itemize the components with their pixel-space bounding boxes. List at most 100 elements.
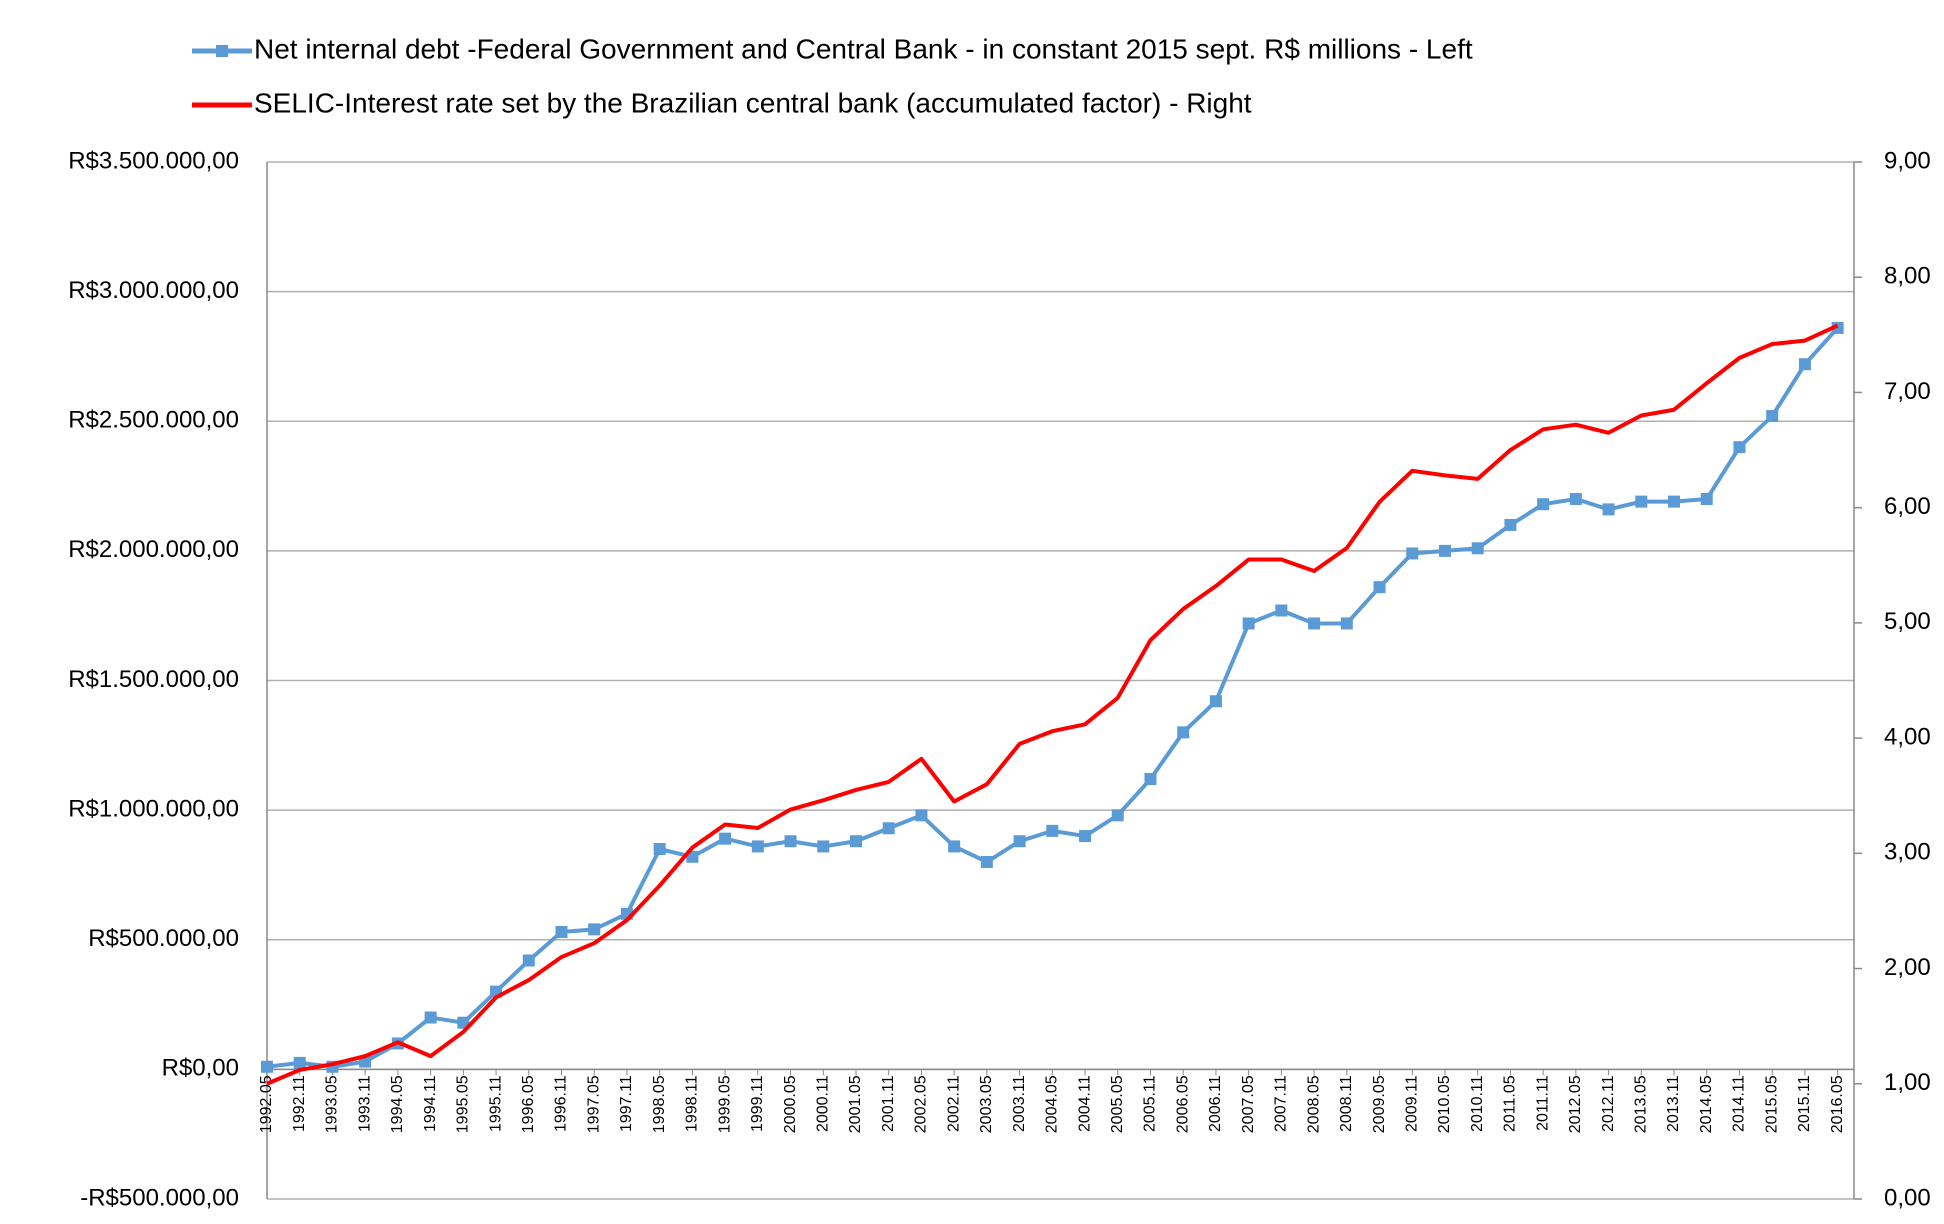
x-tick-label: 2004.11 [1076,1075,1093,1132]
y2-tick-label: 6,00 [1884,493,1931,520]
x-tick-label: 1997.05 [585,1075,602,1133]
y2-tick-label: 4,00 [1884,723,1931,750]
x-tick-label: 2000.05 [782,1075,799,1133]
marker [719,832,732,845]
marker [948,840,961,853]
marker [1406,547,1419,560]
x-tick-label: 2013.05 [1633,1075,1650,1133]
marker [1013,835,1026,848]
x-tick-label: 2011.05 [1502,1075,1519,1132]
x-tick-label: 1994.05 [389,1075,406,1133]
x-tick-label: 1995.11 [487,1075,504,1132]
marker [1308,617,1321,630]
marker [1046,824,1059,837]
marker [849,835,862,848]
x-tick-label: 1999.11 [749,1075,766,1132]
x-tick-label: 2001.11 [880,1075,897,1132]
marker [1373,581,1386,594]
y2-tick-label: 5,00 [1884,608,1931,635]
marker [261,1060,273,1073]
x-tick-label: 1998.05 [651,1075,668,1133]
x-tick-label: 1996.05 [520,1075,537,1133]
marker [1111,809,1124,822]
x-tick-label: 2001.05 [847,1075,864,1133]
marker [555,925,568,938]
x-tick-label: 2012.05 [1567,1075,1584,1133]
marker [882,822,895,835]
x-tick-label: 2016.05 [1829,1075,1846,1133]
marker [1602,503,1615,516]
y2-tick-label: 9,00 [1884,147,1931,174]
legend-label: Net internal debt -Federal Government an… [254,33,1473,64]
x-tick-label: 2003.05 [978,1075,995,1133]
x-tick-label: 2003.11 [1011,1075,1028,1132]
x-tick-label: 2015.11 [1796,1075,1813,1132]
x-tick-label: 1994.11 [422,1075,439,1132]
series-line [266,326,1840,1069]
x-tick-label: 1995.05 [455,1075,472,1133]
x-tick-label: 2006.11 [1207,1075,1224,1132]
marker [1209,695,1222,708]
marker [1668,495,1681,508]
legend-label: SELIC-Interest rate set by the Brazilian… [254,87,1252,118]
x-tick-label: 1993.11 [356,1075,373,1132]
x-tick-label: 2002.11 [945,1075,962,1132]
x-tick-label: 2009.11 [1403,1075,1420,1132]
marker [1569,493,1582,506]
marker [1798,358,1811,371]
marker [1177,726,1190,739]
series-line [266,323,1839,1086]
x-tick-label: 1999.05 [716,1075,733,1133]
y2-tick-label: 2,00 [1884,954,1931,981]
marker [1471,542,1484,555]
marker [1733,441,1746,454]
x-tick-label: 2010.05 [1436,1075,1453,1133]
y-tick-label: -R$500.000,00 [80,1184,239,1211]
y-tick-label: R$2.500.000,00 [68,407,239,434]
marker [980,855,993,868]
marker [751,840,764,853]
marker [424,1011,437,1024]
x-tick-label: 1992.05 [258,1075,275,1133]
marker [784,835,797,848]
y2-tick-label: 0,00 [1884,1184,1931,1211]
x-tick-label: 1997.11 [618,1075,635,1132]
marker [1340,617,1353,630]
x-tick-label: 2008.05 [1305,1075,1322,1133]
x-tick-label: 2005.05 [1109,1075,1126,1133]
marker [1504,518,1517,531]
marker [1438,544,1451,557]
x-tick-label: 2012.11 [1600,1075,1617,1132]
marker [915,809,928,822]
x-tick-label: 2014.11 [1731,1075,1748,1132]
x-tick-label: 2007.11 [1273,1075,1290,1132]
y2-tick-label: 1,00 [1884,1069,1931,1096]
marker [1766,410,1779,423]
y-tick-label: R$2.000.000,00 [68,536,239,563]
x-tick-label: 2005.11 [1142,1075,1159,1132]
y-tick-label: R$500.000,00 [88,925,239,952]
y-tick-label: R$1.000.000,00 [68,795,239,822]
x-tick-label: 2014.05 [1698,1075,1715,1133]
y2-tick-label: 7,00 [1884,378,1931,405]
x-tick-label: 2000.11 [814,1075,831,1132]
x-tick-label: 2002.05 [913,1075,930,1133]
x-tick-label: 2009.05 [1371,1075,1388,1133]
marker [1079,830,1092,843]
marker [1242,617,1255,630]
x-tick-label: 2004.05 [1044,1075,1061,1133]
x-tick-label: 1998.11 [684,1075,701,1132]
x-tick-label: 2006.05 [1174,1075,1191,1133]
x-tick-label: 2011.11 [1534,1075,1551,1131]
marker [1537,498,1550,511]
x-tick-label: 2013.11 [1665,1075,1682,1132]
y-tick-label: R$3.000.000,00 [68,277,239,304]
marker [817,840,830,853]
y2-tick-label: 3,00 [1884,839,1931,866]
marker [1144,773,1157,786]
legend-marker [216,45,228,57]
marker [522,954,535,967]
marker [457,1016,470,1029]
